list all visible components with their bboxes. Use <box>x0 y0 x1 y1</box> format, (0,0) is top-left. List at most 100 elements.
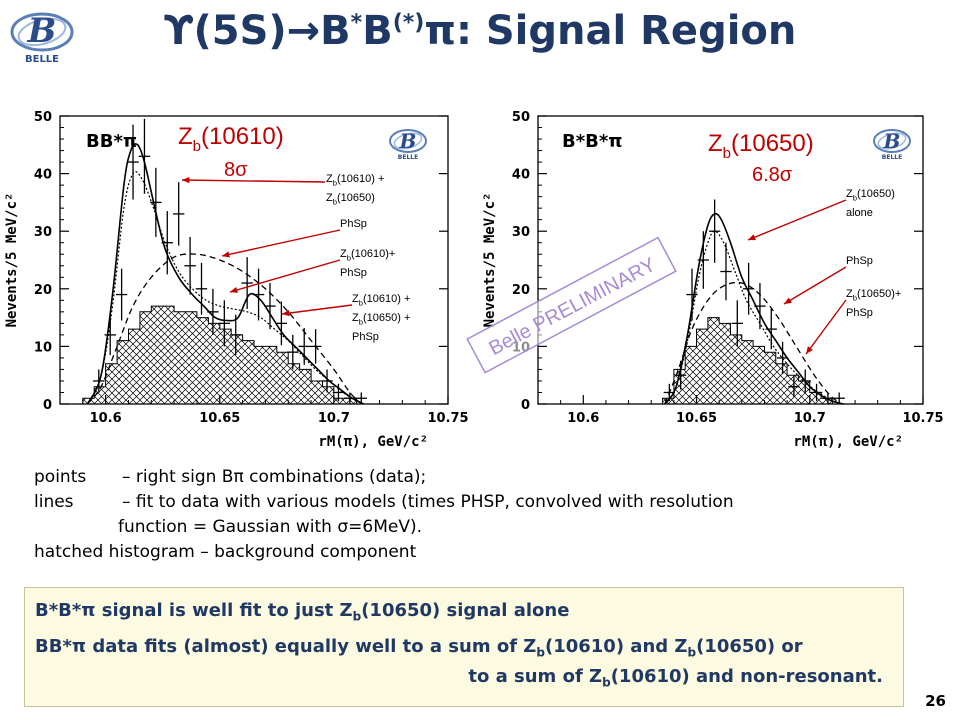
data-point <box>287 334 299 370</box>
page-number: 26 <box>925 692 946 710</box>
data-point <box>754 283 766 330</box>
y-tick-label: 0 <box>43 398 52 413</box>
data-point <box>218 300 231 347</box>
data-point <box>355 392 367 404</box>
fit-annotation: PhSp <box>221 218 367 258</box>
y-tick-label: 30 <box>512 225 530 240</box>
data-point <box>230 314 242 356</box>
fit-annotation: Zb(10610) + Zb(10650) + PhSp <box>281 293 410 343</box>
summary-line-2: BB*π data fits (almost) equally well to … <box>35 636 803 660</box>
plots-svg: 0 10 20 30 40 50 10.6 10.65 10.7 10.75 rM(π), GeV/… <box>4 110 944 450</box>
x-axis-label: rM(π), GeV/c² <box>793 434 903 450</box>
y-tick-label: 20 <box>34 283 52 298</box>
data-point <box>127 124 139 200</box>
plot-description: points – right sign Bπ combinations (data… <box>34 465 834 565</box>
annotation-arrow <box>221 229 341 257</box>
data-point <box>321 369 333 393</box>
data-point <box>298 327 310 365</box>
data-point <box>195 262 208 315</box>
annotation-line: PhSp <box>340 267 367 279</box>
summary-line-1: B*B*π signal is well fit to just Zb(1065… <box>35 600 570 624</box>
annotation-line: Zb(10610) + <box>352 293 410 307</box>
data-point <box>686 268 698 321</box>
data-point <box>788 376 800 398</box>
y-tick-label: 40 <box>34 168 52 183</box>
annotation-arrow <box>229 259 341 293</box>
fit-annotation: Zb(10610)+ PhSp <box>229 248 395 293</box>
x-tick-label: 10.7 <box>318 411 350 426</box>
x-tick-label: 10.6 <box>567 411 599 426</box>
annotation-line: PhSp <box>340 218 367 230</box>
svg-text:BELLE: BELLE <box>398 154 418 161</box>
annotation-line: Zb(10610)+ <box>340 248 395 262</box>
y-axis-label: Nevents/5 MeV/c² <box>4 193 20 328</box>
background-histogram <box>82 305 369 405</box>
data-point <box>810 383 823 402</box>
desc-key-lines: lines <box>34 492 74 512</box>
annotation-line: PhSp <box>846 255 873 267</box>
y-tick-label: 50 <box>34 110 52 125</box>
annotation-line: PhSp <box>352 331 379 343</box>
annotation-line: PhSp <box>846 307 873 319</box>
data-point <box>184 236 196 295</box>
annotation-arrow <box>181 179 326 183</box>
annotation-arrow <box>783 266 847 305</box>
data-point <box>332 383 345 402</box>
svg-text:B: B <box>399 129 417 153</box>
fit-annotation: PhSp <box>783 255 873 305</box>
data-point <box>150 167 162 237</box>
annotation-line: Zb(10650) <box>326 192 375 206</box>
x-tick-label: 10.65 <box>199 411 240 426</box>
data-point <box>697 231 709 289</box>
data-point <box>207 288 219 335</box>
fit-curve-solid <box>86 143 364 405</box>
watermark-text: Belle PRELIMINARY <box>486 254 660 360</box>
annotation-arrow <box>805 299 847 355</box>
slide-title: ϒ(5S)→B*B(*)π: Signal Region <box>163 8 797 54</box>
svg-text:B: B <box>27 11 57 51</box>
data-point <box>138 118 151 194</box>
annotation-line: Zb(10650)+ <box>846 288 901 302</box>
panel-label: B*B*π <box>562 131 623 152</box>
x-tick-label: 10.6 <box>90 411 122 426</box>
fit-annotation: Zb(10650) alone <box>747 188 895 241</box>
y-tick-label: 0 <box>521 398 530 413</box>
data-point <box>275 301 288 346</box>
desc-key-points: points <box>34 467 87 487</box>
data-point <box>115 268 128 321</box>
data-point <box>663 383 676 402</box>
arrow-head <box>748 234 756 241</box>
significance-label: 8σ <box>224 159 248 181</box>
data-point <box>264 283 276 330</box>
y-tick-label: 50 <box>512 110 530 125</box>
data-point <box>309 329 322 364</box>
fit-annotation: Zb(10610) + Zb(10650) <box>181 173 384 206</box>
fit-curve-dashed <box>86 253 362 405</box>
data-point <box>765 308 777 350</box>
data-point <box>104 314 116 356</box>
data-point <box>675 360 687 390</box>
arrow-head <box>282 310 290 317</box>
data-point <box>161 211 173 275</box>
annotation-line: Zb(10610) + <box>326 173 384 187</box>
preliminary-watermark: Belle PRELIMINARY <box>466 236 677 374</box>
data-point <box>172 182 185 246</box>
annotation-line: Zb(10650) + <box>352 312 410 326</box>
arrow-head <box>182 177 190 184</box>
desc-hist-text: hatched histogram – background component <box>34 542 417 562</box>
summary-box: B*B*π signal is well fit to just Zb(1065… <box>24 587 904 707</box>
y-axis-label: Nevents/5 MeV/c² <box>482 193 498 328</box>
svg-text:B: B <box>883 129 901 153</box>
arrow-head <box>230 287 238 293</box>
annotation-line: alone <box>846 207 873 219</box>
y-tick-label: 30 <box>34 225 52 240</box>
arrow-head <box>222 251 230 258</box>
data-point <box>822 392 834 404</box>
significance-label: 6.8σ <box>752 164 793 186</box>
annotation-line: Zb(10650) <box>846 188 895 202</box>
summary-line-3: to a sum of Zb(10610) and non-resonant. <box>468 666 883 690</box>
data-point <box>708 199 721 263</box>
